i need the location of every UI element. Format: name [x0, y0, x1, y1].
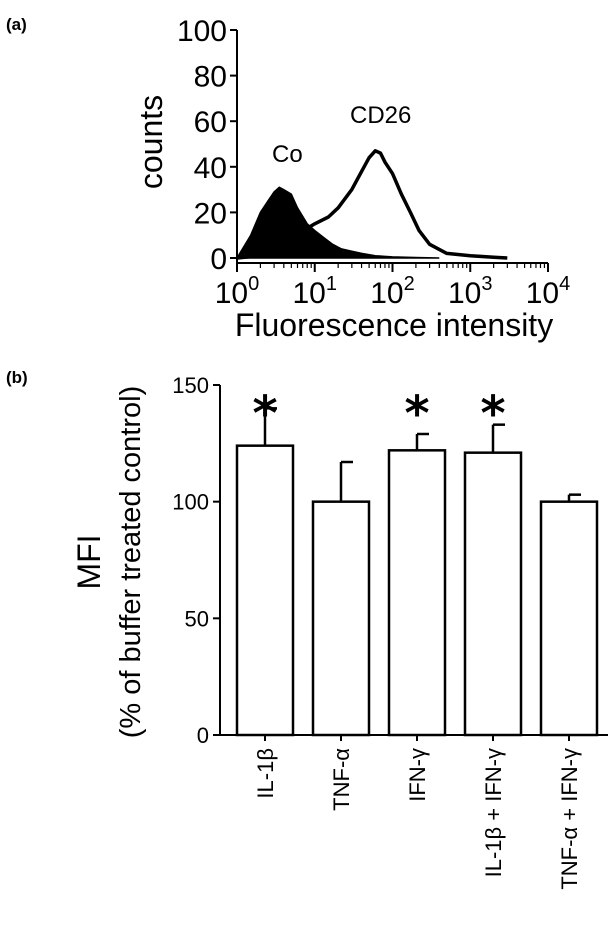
series-cd26-histogram	[236, 149, 508, 260]
panel-a-y-tick-label: 20	[194, 197, 227, 230]
panel-b-ylabel-line1: MFI	[71, 534, 107, 589]
bar	[235, 444, 295, 737]
category-label: IFN-γ	[405, 748, 430, 802]
bar	[463, 451, 523, 737]
bar-group: *	[463, 386, 523, 737]
panel-b: (b) MFI (% of buffer treated control) 0 5…	[6, 368, 608, 890]
panel-a-x-tick-label: 103	[448, 273, 493, 310]
panel-b-y-tick-label: 50	[185, 606, 209, 631]
panel-b-y-tick-label: 0	[197, 723, 209, 748]
annotation-co: Co	[272, 141, 303, 168]
panel-a-y-tick-label: 80	[194, 61, 227, 94]
panel-a-label: (a)	[6, 15, 27, 34]
significance-star: *	[252, 386, 277, 442]
panel-b-y-tick-labels: 0 50 100 150	[172, 373, 209, 748]
panel-b-ylabel-line2: (% of buffer treated control)	[115, 386, 147, 738]
bar-group	[311, 460, 371, 737]
category-label: IL-1β + IFN-γ	[481, 748, 506, 877]
significance-star: *	[404, 386, 429, 442]
series-co-histogram	[235, 186, 440, 259]
panel-a-y-tick-labels: 0 20 40 60 80 100	[177, 15, 227, 276]
category-label: TNF-α + IFN-γ	[557, 748, 582, 890]
panel-b-y-tick-label: 150	[172, 373, 209, 398]
panel-a-y-tick-label: 100	[177, 15, 227, 48]
bar-group	[539, 493, 599, 737]
panel-a-x-tick-label: 104	[526, 273, 571, 310]
bar-group: *	[387, 386, 447, 737]
panel-b-category-labels: IL-1β TNF-α IFN-γ IL-1β + IFN-γ TNF-α + IFN-…	[253, 748, 582, 890]
category-label: TNF-α	[329, 748, 354, 811]
bar	[311, 500, 371, 737]
panel-a-y-tick-label: 0	[210, 243, 227, 276]
panel-a-x-tick-label: 102	[370, 273, 415, 310]
panel-b-y-tick-label: 100	[172, 490, 209, 515]
significance-star: *	[480, 386, 505, 442]
panel-a-ylabel: counts	[133, 95, 169, 189]
bar	[387, 449, 447, 737]
bar-group: *	[235, 386, 295, 737]
panel-a-y-tick-label: 40	[194, 152, 227, 185]
annotation-cd26: CD26	[350, 102, 411, 129]
panel-b-label: (b)	[6, 368, 28, 387]
panel-a-x-tick-label: 100	[215, 273, 260, 310]
panel-a-x-tick-label: 101	[293, 273, 338, 310]
panel-a-y-tick-label: 60	[194, 106, 227, 139]
panel-a-axes	[230, 29, 549, 272]
category-label: IL-1β	[253, 748, 278, 799]
panel-a-series	[235, 149, 508, 260]
panel-a-xlabel: Fluorescence intensity	[235, 307, 553, 343]
bar	[539, 500, 599, 737]
panel-a-x-tick-labels: 100 101 102 103 104	[215, 273, 571, 310]
panel-b-bars: * * *	[235, 386, 599, 737]
